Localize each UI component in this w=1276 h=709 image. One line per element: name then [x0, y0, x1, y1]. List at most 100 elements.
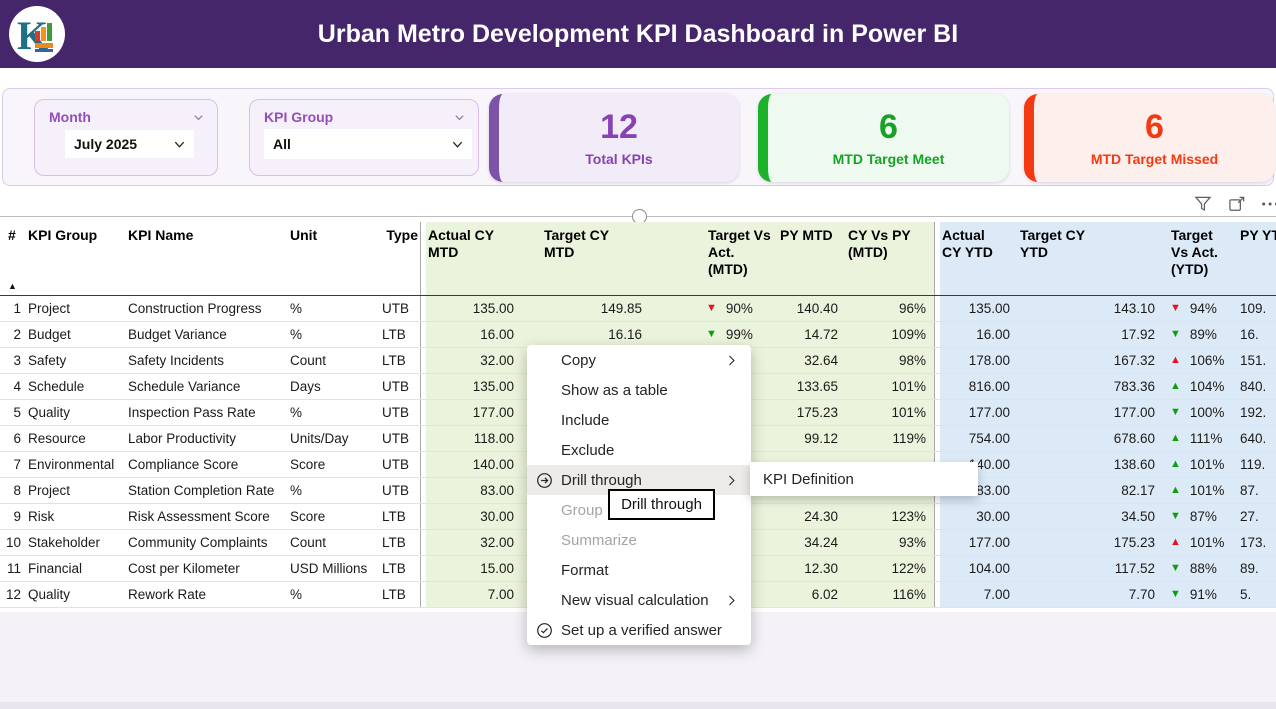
cell-target-vs-act-ytd: ▲ 106%	[1163, 348, 1238, 373]
group-separator	[420, 556, 426, 581]
col-header-cy-vs-py-mtd: CY Vs PY (MTD)	[846, 222, 934, 295]
cell-row-number: 1	[13, 301, 21, 316]
cell-actual-cy-ytd: 30.00	[940, 504, 1018, 529]
cell-kpi-group: Quality	[28, 587, 71, 602]
cell-type: LTB	[382, 353, 406, 368]
table-row[interactable]: 11 Financial Cost per Kilometer USD Million…	[0, 556, 1276, 582]
table-row[interactable]: 4 Schedule Schedule Variance Days UTB 135.00 1…	[0, 374, 1276, 400]
tva-value: 88%	[1189, 561, 1217, 576]
month-value: July 2025	[74, 136, 138, 152]
cell-kpi-name: Risk Assessment Score	[128, 509, 270, 524]
group-separator	[934, 322, 940, 347]
cell-cy-vs-py-mtd: 96%	[846, 296, 934, 321]
filter-icon[interactable]	[1192, 193, 1214, 215]
cell-row-number: 7	[13, 457, 21, 472]
total-kpis-value: 12	[600, 107, 638, 146]
col-header-actual-cy-mtd: Actual CY MTD	[426, 222, 522, 295]
up-arrow-icon: ▲	[1170, 380, 1181, 392]
down-arrow-icon: ▼	[1170, 406, 1181, 418]
month-slicer[interactable]: Month July 2025	[34, 99, 218, 176]
tva-value: 90%	[725, 301, 753, 316]
down-arrow-icon: ▼	[706, 302, 717, 314]
cell-target-vs-act-ytd: ▼ 100%	[1163, 400, 1238, 425]
cell-kpi-group: Risk	[28, 509, 55, 524]
menu-item-set-up-a-verified-answer[interactable]: Set up a verified answer	[527, 615, 751, 645]
tva-value: 100%	[1189, 405, 1225, 420]
month-slicer-label: Month	[49, 109, 91, 125]
cell-row-number: 2	[13, 327, 21, 342]
month-dropdown[interactable]: July 2025	[65, 130, 194, 158]
cell-unit: Days	[290, 379, 321, 394]
menu-item-format[interactable]: Format	[527, 555, 751, 585]
kpi-group-slicer-label: KPI Group	[264, 109, 334, 125]
cell-type: LTB	[382, 587, 406, 602]
col-header-actual-cy-ytd: Actual CY YTD	[940, 222, 1018, 295]
table-header-row[interactable]: # ▲ KPI Group KPI Name Unit Type Actual C…	[0, 222, 1276, 296]
menu-item-new-visual-calculation[interactable]: New visual calculation	[527, 585, 751, 615]
chevron-down-icon	[194, 115, 203, 121]
cell-row-number: 5	[13, 405, 21, 420]
menu-item-group: Group	[527, 495, 751, 525]
cell-actual-cy-mtd: 140.00	[426, 452, 522, 477]
cell-target-vs-act-ytd: ▼ 94%	[1163, 296, 1238, 321]
cell-kpi-name: Labor Productivity	[128, 431, 237, 446]
cell-actual-cy-mtd: 15.00	[426, 556, 522, 581]
col-header-kpi-name: KPI Name	[128, 227, 194, 243]
cell-py-ytd: 640.	[1238, 426, 1276, 451]
group-separator	[420, 296, 426, 321]
cell-actual-cy-mtd: 32.00	[426, 530, 522, 555]
cell-kpi-group: Financial	[28, 561, 83, 576]
kpi-group-slicer[interactable]: KPI Group All	[249, 99, 479, 176]
more-options-icon[interactable]	[1260, 193, 1276, 215]
down-arrow-icon: ▼	[1170, 302, 1181, 314]
menu-item-include[interactable]: Include	[527, 405, 751, 435]
cell-target-cy-ytd: 177.00	[1018, 400, 1163, 425]
cell-actual-cy-mtd: 135.00	[426, 296, 522, 321]
kpi-group-dropdown[interactable]: All	[264, 129, 472, 159]
mtd-target-missed-value: 6	[1145, 107, 1164, 146]
menu-item-copy[interactable]: Copy	[527, 345, 751, 375]
group-separator	[420, 478, 426, 503]
cell-kpi-name: Compliance Score	[128, 457, 239, 472]
menu-item-show-as-a-table[interactable]: Show as a table	[527, 375, 751, 405]
cell-target-vs-act-ytd: ▼ 91%	[1163, 582, 1238, 607]
cell-target-cy-ytd: 678.60	[1018, 426, 1163, 451]
down-arrow-icon: ▼	[706, 328, 717, 340]
group-separator	[420, 322, 426, 347]
table-row[interactable]: 1 Project Construction Progress% UTB 135.00 1…	[0, 296, 1276, 322]
menu-item-label: Format	[561, 561, 609, 579]
menu-item-label: Group	[561, 501, 603, 519]
up-arrow-icon: ▲	[1170, 432, 1181, 444]
down-arrow-icon: ▼	[1170, 588, 1181, 600]
cell-target-cy-ytd: 175.23	[1018, 530, 1163, 555]
down-arrow-icon: ▼	[1170, 510, 1181, 522]
menu-item-exclude[interactable]: Exclude	[527, 435, 751, 465]
table-row[interactable]: 2 Budget Budget Variance% LTB 16.00 16.16 ▼ 99%…	[0, 322, 1276, 348]
group-separator	[420, 530, 426, 555]
cell-actual-cy-mtd: 135.00	[426, 374, 522, 399]
mtd-target-missed-label: MTD Target Missed	[1090, 150, 1219, 167]
focus-mode-icon[interactable]	[1226, 193, 1248, 215]
cell-py-mtd: 24.30	[778, 504, 846, 529]
cell-actual-cy-mtd: 83.00	[426, 478, 522, 503]
cell-kpi-group: Resource	[28, 431, 86, 446]
up-arrow-icon: ▲	[1170, 458, 1181, 470]
cell-py-mtd: 14.72	[778, 322, 846, 347]
cell-row-number: 10	[5, 535, 21, 550]
group-separator	[934, 222, 940, 295]
group-separator	[420, 400, 426, 425]
tva-value: 101%	[1189, 535, 1225, 550]
cell-target-vs-act-mtd: ▼ 90%	[650, 296, 778, 321]
cell-py-mtd: 6.02	[778, 582, 846, 607]
bottom-scrollbar-track[interactable]	[0, 702, 1276, 709]
cell-kpi-name: Community Complaints	[128, 535, 268, 550]
menu-item-label: Summarize	[561, 531, 637, 549]
menu-item-label: Set up a verified answer	[561, 621, 722, 639]
menu-item-label: New visual calculation	[561, 591, 709, 609]
mtd-target-missed-card: 6 MTD Target Missed	[1024, 94, 1275, 182]
cell-target-vs-act-ytd: ▲ 101%	[1163, 478, 1238, 503]
total-kpis-label: Total KPIs	[585, 150, 653, 167]
cell-actual-cy-mtd: 30.00	[426, 504, 522, 529]
submenu-item-kpi-definition[interactable]: KPI Definition	[763, 470, 854, 488]
cell-kpi-group: Project	[28, 483, 71, 498]
